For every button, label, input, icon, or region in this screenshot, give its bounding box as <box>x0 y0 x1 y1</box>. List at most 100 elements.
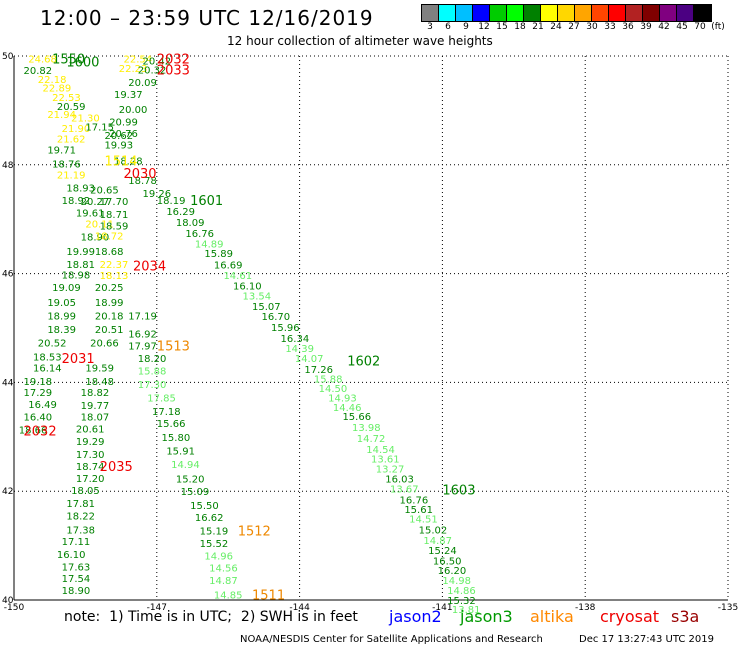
wave-height-label: 17.29 <box>24 388 53 399</box>
pass-time-label: 2030 <box>123 167 156 182</box>
pass-time-label: 1601 <box>190 194 223 209</box>
wave-height-label: 20.51 <box>95 325 124 336</box>
wave-height-label: 13.98 <box>352 423 381 434</box>
wave-height-label: 18.22 <box>66 512 95 523</box>
legend-jason3: jason3 <box>460 607 513 626</box>
wave-height-label: 14.46 <box>333 403 362 414</box>
wave-height-label: 20.25 <box>95 283 124 294</box>
lat-tick-label: 48 <box>2 161 14 171</box>
wave-height-label: 17.26 <box>304 365 333 376</box>
wave-height-label: 18.68 <box>95 247 124 258</box>
wave-height-label: 20.42 <box>143 56 172 67</box>
wave-height-label: 19.61 <box>76 209 105 220</box>
legend-s3a: s3a <box>671 607 700 626</box>
wave-height-label: 18.72 <box>95 232 124 243</box>
wave-height-label: 20.27 <box>81 197 110 208</box>
wave-height-label: 19.29 <box>76 437 105 448</box>
wave-height-label: 16.50 <box>433 556 462 567</box>
wave-height-label: 20.32 <box>138 66 167 77</box>
lon-tick-label: -147 <box>147 603 167 613</box>
color-scale-swatch <box>694 5 711 21</box>
wave-height-label: 14.56 <box>209 563 238 574</box>
wave-height-label: 15.80 <box>162 433 191 444</box>
wave-height-label: 16.10 <box>233 282 262 293</box>
wave-height-label: 19.09 <box>52 283 81 294</box>
wave-height-label: 18.48 <box>85 377 114 388</box>
wave-height-label: 14.87 <box>423 536 452 547</box>
color-scale-label: 36 <box>622 22 634 32</box>
pass-time-label: 2035 <box>100 460 133 475</box>
wave-height-label: 16.29 <box>166 207 195 218</box>
color-scale-swatch <box>626 5 643 21</box>
wave-height-label: 19.59 <box>85 364 114 375</box>
wave-height-label: 14.85 <box>214 591 243 602</box>
page-title: 12:00 – 23:59 UTC 12/16/2019 <box>40 6 374 30</box>
legend-jason2: jason2 <box>389 607 442 626</box>
wave-height-label: 20.76 <box>109 129 138 140</box>
wave-height-label: 15.09 <box>181 487 210 498</box>
wave-height-label: 15.88 <box>314 375 343 386</box>
color-scale-label: (ft) <box>711 22 725 32</box>
wave-height-label: 21.62 <box>57 135 86 146</box>
wave-height-label: 14.39 <box>285 344 314 355</box>
pass-time-label: 1512 <box>238 524 271 539</box>
color-scale-swatch <box>592 5 609 21</box>
color-scale-swatch <box>524 5 541 21</box>
wave-height-label: 20.82 <box>24 66 53 77</box>
wave-height-label: 18.71 <box>100 210 129 221</box>
color-scale-label: 39 <box>640 22 652 32</box>
wave-height-label: 20.18 <box>95 311 124 322</box>
color-scale-swatch <box>609 5 626 21</box>
wave-height-label: 18.93 <box>66 184 95 195</box>
pass-time-label: 1511 <box>252 589 285 604</box>
wave-height-label: 16.62 <box>195 513 224 524</box>
wave-height-label: 18.05 <box>71 486 100 497</box>
wave-height-label: 18.82 <box>81 388 110 399</box>
wave-height-label: 18.59 <box>100 222 129 233</box>
wave-height-label: 18.99 <box>95 298 124 309</box>
wave-height-label: 18.81 <box>66 260 95 271</box>
wave-height-label: 19.93 <box>104 141 133 152</box>
wave-height-label: 24.68 <box>28 55 57 66</box>
wave-height-label: 15.02 <box>419 525 448 536</box>
wave-height-label: 18.19 <box>157 196 186 207</box>
wave-height-label: 18.99 <box>47 311 76 322</box>
wave-height-label: 18.74 <box>76 462 105 473</box>
lon-tick-label: -141 <box>432 603 452 613</box>
wave-height-label: 14.51 <box>409 514 438 525</box>
wave-height-label: 17.19 <box>128 311 157 322</box>
wave-height-label: 19.71 <box>47 146 76 157</box>
wave-height-label: 17.18 <box>152 407 181 418</box>
wave-height-label: 17.15 <box>85 123 114 134</box>
wave-height-label: 21.94 <box>47 110 76 121</box>
wave-height-label: 19.18 <box>24 377 53 388</box>
wave-height-label: 13.67 <box>390 484 419 495</box>
wave-height-label: 18.28 <box>114 156 143 167</box>
legend-altika: altika <box>530 607 574 626</box>
wave-height-label: 14.98 <box>442 576 471 587</box>
timestamp-text: Dec 17 13:27:43 UTC 2019 <box>579 634 714 645</box>
wave-height-label: 18.98 <box>62 271 91 282</box>
wave-height-label: 17.20 <box>76 474 105 485</box>
wave-height-label: 20.62 <box>104 131 133 142</box>
pass-time-label: 2032 <box>157 53 190 68</box>
lon-tick-label: -150 <box>4 603 25 613</box>
lat-tick-label: 46 <box>2 270 14 280</box>
color-scale-swatch <box>422 5 439 21</box>
wave-height-label: 16.69 <box>214 260 243 271</box>
credit-text: NOAA/NESDIS Center for Satellite Applica… <box>240 634 543 645</box>
wave-height-label: 15.50 <box>190 501 219 512</box>
color-scale-label: 24 <box>550 22 562 32</box>
wave-height-label: 22.37 <box>100 260 129 271</box>
wave-height-label: 15.32 <box>447 596 476 607</box>
wave-height-label: 15.07 <box>252 302 281 313</box>
wave-height-label: 13.27 <box>376 464 405 475</box>
wave-height-label: 18.90 <box>62 586 91 597</box>
wave-height-label: 17.70 <box>100 197 129 208</box>
wave-height-label: 13.81 <box>452 605 481 616</box>
lat-tick-label: 50 <box>2 52 14 62</box>
wave-height-label: 16.20 <box>438 566 467 577</box>
wave-height-label: 17.11 <box>62 537 91 548</box>
wave-height-label: 14.94 <box>171 460 200 471</box>
wave-height-label: 20.00 <box>119 105 148 116</box>
